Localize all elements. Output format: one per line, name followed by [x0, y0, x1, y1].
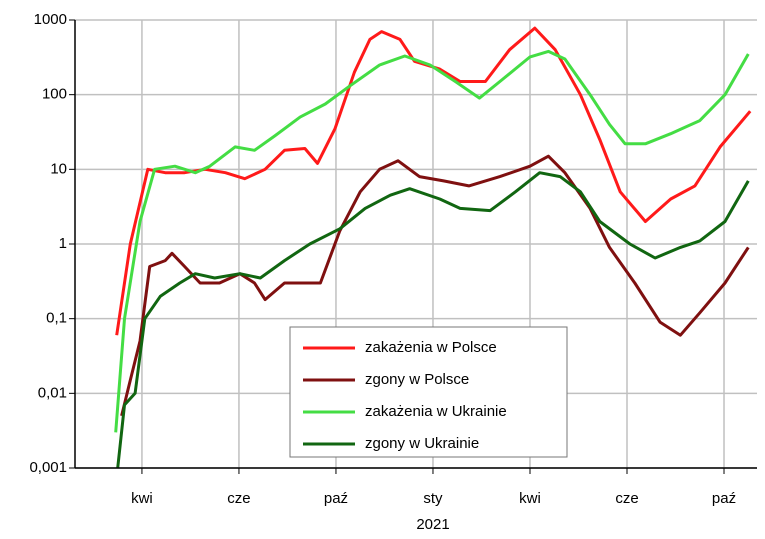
x-tick-label: paź [712, 490, 736, 507]
y-tick-label: 0,01 [38, 384, 67, 401]
axes: 0,001 0,01 0,1 1 10 100 1000 kwi cze paź sty kwi cze… [29, 11, 757, 507]
y-tick-label: 1000 [34, 11, 67, 28]
lines [114, 26, 752, 469]
legend-label: zgony w Ukrainie [365, 435, 479, 452]
x-axis-label: 2021 [416, 516, 449, 533]
legend-label: zakażenia w Ukrainie [365, 403, 507, 420]
legend-label: zakażenia w Polsce [365, 339, 497, 356]
legend-label: zgony w Polsce [365, 371, 469, 388]
series-line [115, 26, 752, 336]
x-tick-label: cze [615, 490, 638, 507]
x-tick-label: kwi [131, 490, 153, 507]
x-tick-label: cze [227, 490, 250, 507]
series-line [120, 154, 750, 417]
legend: zakażenia w Polsce zgony w Polsce zakażeni… [289, 326, 568, 458]
x-tick-label: kwi [519, 490, 541, 507]
x-tick-label: sty [423, 490, 443, 507]
series-line [116, 171, 750, 469]
y-tick-label: 10 [50, 160, 67, 177]
y-tick-label: 0,001 [29, 459, 67, 476]
series-line [114, 49, 750, 433]
y-tick-label: 0,1 [46, 310, 67, 327]
y-tick-label: 100 [42, 86, 67, 103]
y-tick-label: 1 [59, 235, 67, 252]
grid [75, 19, 757, 469]
x-tick-label: paź [324, 490, 348, 507]
